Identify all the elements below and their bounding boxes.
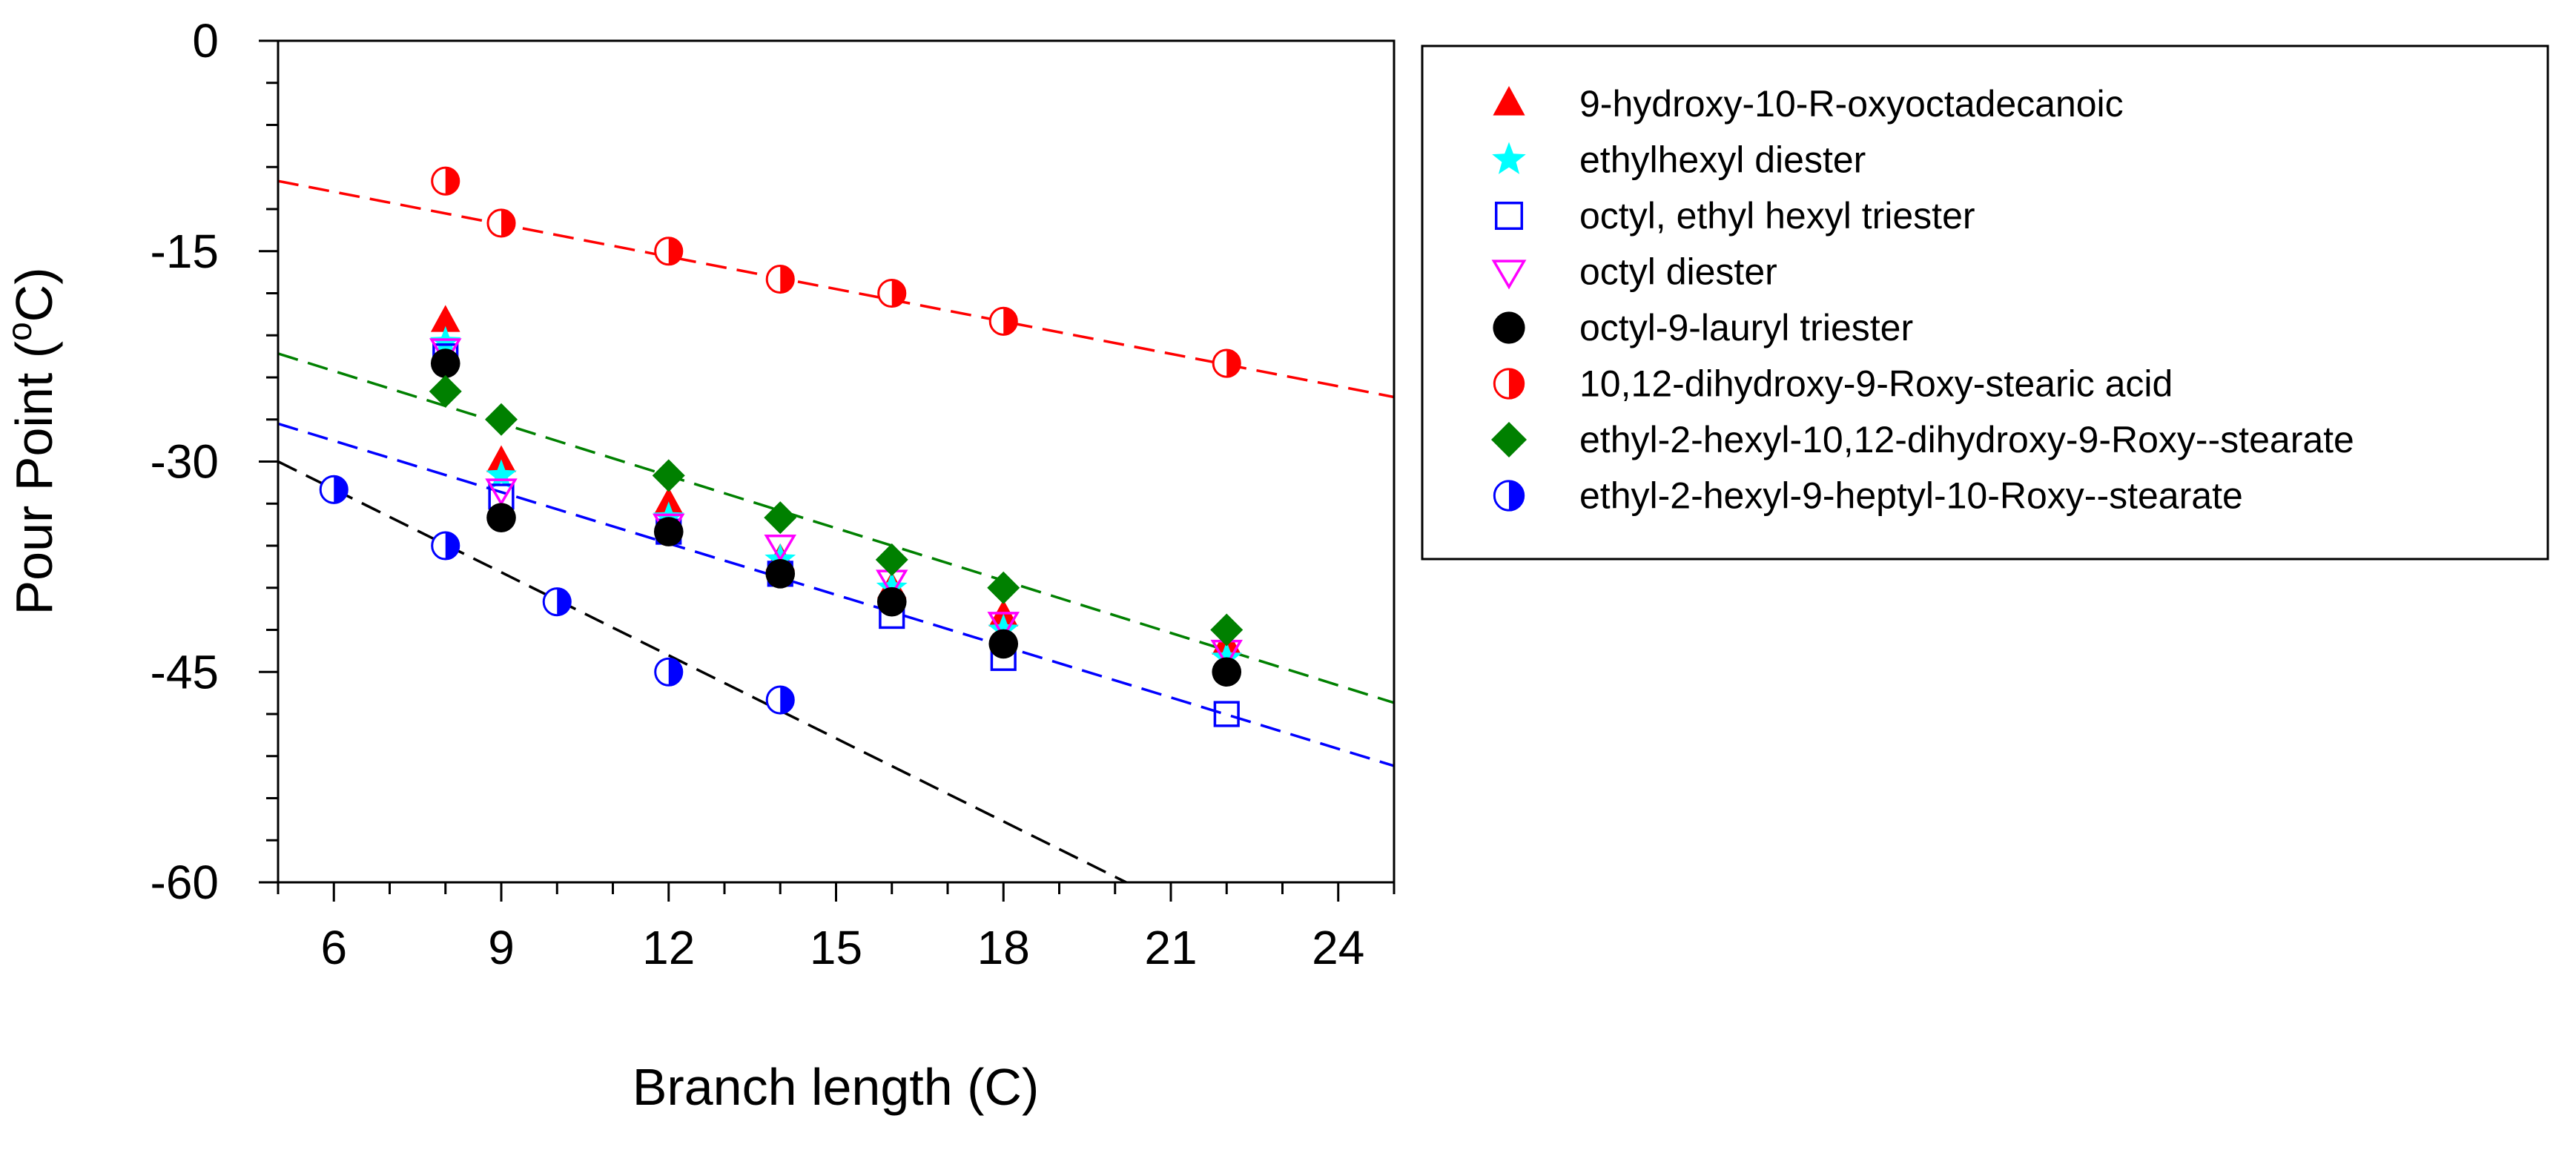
data-point [652,459,685,492]
data-point [429,374,462,408]
data-point-fill [668,237,682,265]
x-tick-label: 18 [977,921,1030,974]
data-point-fill [780,687,794,714]
data-point [430,305,460,332]
data-point [653,487,684,515]
data-point [654,237,684,266]
data-point [1213,701,1240,727]
legend-marker [1494,201,1524,231]
data-point [542,587,572,617]
legend-marker [1493,368,1525,400]
y-tick-label: -45 [151,645,219,698]
data-point [486,445,516,472]
data-point-fill [780,265,794,293]
trend-line-1 [278,179,1394,399]
trend-line-4 [278,460,1127,882]
data-point-fill [334,476,348,503]
x-tick-label: 24 [1312,921,1364,974]
legend-marker [1493,86,1525,116]
data-point [319,475,349,504]
data-point-fill [668,658,682,686]
data-point [988,306,1018,336]
legend-label: 9-hydroxy-10-R-oxyoctadecanoic [1579,83,2124,125]
legend-box [1421,44,2549,561]
data-point [486,503,516,532]
data-point [988,613,1020,644]
x-tick-label: 21 [1144,921,1197,974]
y-tick-label: 0 [192,14,219,67]
data-point-fill [891,280,905,307]
y-tick-label: -30 [151,435,219,489]
series-5 [430,348,1242,687]
legend-label: octyl, ethyl hexyl triester [1579,195,1975,237]
data-point-fill [445,168,459,195]
data-point [876,571,908,601]
data-point [653,517,684,546]
data-point [486,208,516,238]
data-point [486,459,517,489]
series-7 [429,374,1244,647]
legend-marker [1491,422,1527,457]
series-8 [319,475,795,715]
data-point-fill [1003,308,1017,335]
data-point [765,265,795,294]
x-tick-label: 6 [320,921,347,974]
x-axis-title: Branch length (C) [633,1058,1040,1116]
data-point-fill [557,588,571,615]
data-point-fill [501,209,515,237]
legend-label: ethyl-2-hexyl-10,12-dihydroxy-9-Roxy--st… [1579,419,2354,460]
data-point [987,612,1020,640]
legend-label: 10,12-dihydroxy-9-Roxy-stearic acid [1579,363,2173,405]
data-point [764,501,797,535]
data-point [765,685,795,715]
legend-marker [1493,311,1525,344]
data-point [654,657,684,687]
data-point [485,478,518,506]
y-axis-title: Pour Point (oC) [0,267,63,615]
data-point [485,403,518,436]
data-point-fill [1226,350,1241,377]
x-tick-label: 15 [810,921,862,974]
svg-text:Pour Point (oC): Pour Point (oC) [0,267,63,615]
data-point [1210,613,1244,647]
data-point [876,586,907,617]
legend: 9-hydroxy-10-R-oxyoctadecanoic ethylhexyl… [1421,44,2549,561]
y-tick-label: -15 [151,225,219,278]
data-point [1212,348,1241,378]
x-tick-label: 9 [488,921,515,974]
data-point [765,559,796,589]
series-2 [429,325,1243,672]
data-point [987,571,1020,604]
data-point [988,629,1019,659]
data-point [764,535,797,563]
x-tick-label: 12 [642,921,695,974]
legend-label: ethylhexyl diester [1579,139,1866,181]
data-point [431,531,460,561]
series-3 [432,343,1240,727]
trend-line-3 [278,422,1394,767]
data-point [430,348,460,378]
legend-marker [1492,142,1526,174]
legend-marker-fill [1509,369,1524,399]
legend-label: octyl diester [1579,251,1777,293]
data-point-fill [445,532,459,560]
legend-marker-fill [1509,480,1524,511]
y-tick-label: -60 [151,856,219,909]
data-point [431,166,460,196]
data-point [875,543,908,576]
data-point [1212,657,1242,687]
data-point [877,278,907,308]
legend-label: octyl-9-lauryl triester [1579,307,1913,348]
data-point [1211,641,1243,672]
legend-marker [1491,260,1527,290]
legend-marker [1493,480,1525,512]
legend-label: ethyl-2-hexyl-9-heptyl-10-Roxy--stearate [1579,475,2243,517]
series-6 [431,166,1241,378]
trend-line-2 [278,352,1394,704]
